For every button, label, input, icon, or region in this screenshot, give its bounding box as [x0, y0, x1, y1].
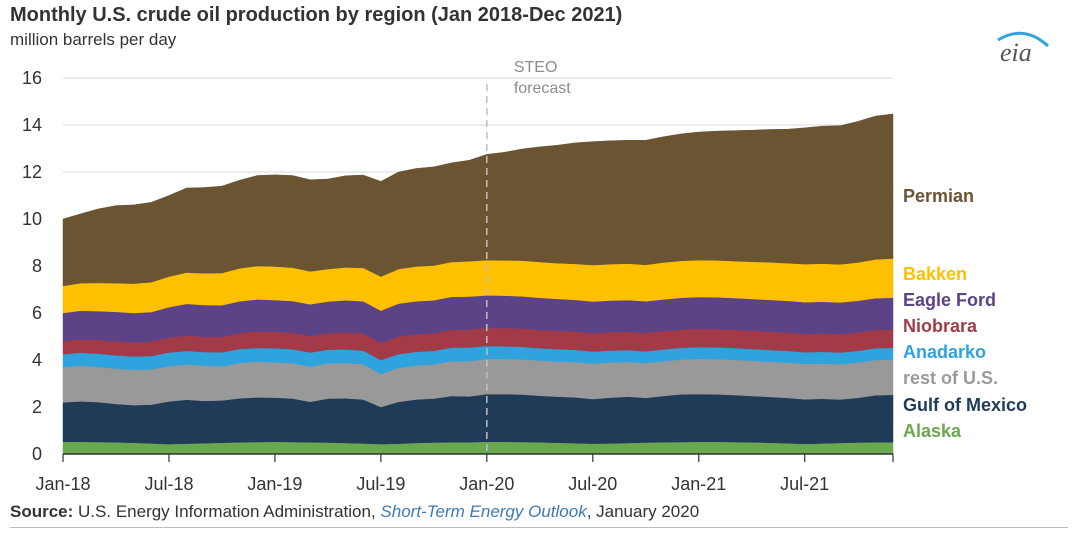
y-tick-label: 10: [22, 209, 42, 229]
y-tick-label: 8: [32, 256, 42, 276]
chart-title: Monthly U.S. crude oil production by reg…: [10, 4, 623, 26]
forecast-label: forecast: [514, 80, 571, 97]
area-series-gulf-of-mexico: [62, 393, 894, 445]
area-series-permian: [62, 113, 894, 287]
source-date: , January 2020: [586, 502, 700, 521]
x-tick-label: Jul-21: [780, 474, 829, 494]
bottom-divider: [10, 527, 1068, 528]
legend-item-alaska: Alaska: [903, 421, 962, 441]
eia-logo-text: eia: [1000, 38, 1032, 67]
source-link[interactable]: Short-Term Energy Outlook: [380, 502, 587, 521]
y-tick-label: 4: [32, 350, 42, 370]
legend-item-permian: Permian: [903, 186, 975, 206]
y-tick-label: 16: [22, 68, 42, 88]
eia-logo: eia: [990, 26, 1056, 70]
y-tick-label: 12: [22, 162, 42, 182]
legend-item-gulf-of-mexico: Gulf of Mexico: [903, 395, 1028, 415]
y-tick-label: 6: [32, 303, 42, 323]
legend-item-anadarko: Anadarko: [903, 342, 987, 362]
y-axis-unit-label: million barrels per day: [10, 30, 177, 49]
x-tick-label: Jan-19: [247, 474, 302, 494]
eia-logo-arc-icon: [997, 31, 1050, 48]
y-tick-label: 2: [32, 397, 42, 417]
source-text: U.S. Energy Information Administration,: [78, 502, 376, 521]
x-tick-label: Jan-20: [459, 474, 514, 494]
legend-item-bakken: Bakken: [903, 264, 968, 284]
source-label: Source:: [10, 502, 74, 521]
forecast-label: STEO: [514, 59, 558, 76]
x-tick-label: Jul-18: [144, 474, 193, 494]
y-tick-label: 14: [22, 115, 42, 135]
x-tick-label: Jul-19: [356, 474, 405, 494]
x-tick-label: Jan-18: [35, 474, 90, 494]
source-note: Source: U.S. Energy Information Administ…: [10, 502, 699, 522]
legend-item-rest-of-u-s-: rest of U.S.: [903, 368, 999, 388]
legend-item-eagle-ford: Eagle Ford: [903, 290, 997, 310]
y-tick-label: 0: [32, 444, 42, 464]
x-tick-label: Jul-20: [568, 474, 617, 494]
legend-item-niobrara: Niobrara: [903, 316, 978, 336]
x-tick-label: Jan-21: [671, 474, 726, 494]
